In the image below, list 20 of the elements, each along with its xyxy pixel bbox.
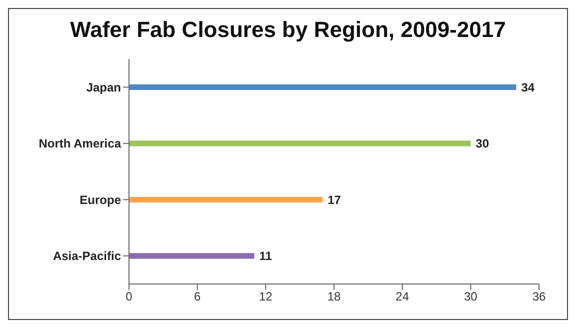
y-tick-label: Asia-Pacific	[52, 249, 122, 264]
x-tick-label: 24	[396, 290, 410, 304]
bar	[129, 196, 323, 202]
bar	[129, 84, 516, 90]
x-tick-label: 0	[126, 290, 133, 304]
bar	[129, 253, 254, 259]
x-tick-label: 6	[194, 290, 201, 304]
x-tick-label: 30	[464, 290, 478, 304]
x-tick-label: 36	[532, 290, 546, 304]
x-tick-label: 12	[258, 290, 273, 304]
x-tick-label: 18	[327, 290, 341, 304]
y-tick-label: North America	[38, 136, 122, 151]
data-label: 34	[521, 80, 535, 94]
data-label: 11	[259, 249, 272, 264]
data-label: 17	[328, 192, 342, 207]
bar	[129, 140, 471, 146]
data-label: 30	[476, 136, 490, 151]
chart-title: Wafer Fab Closures by Region, 2009-2017	[69, 16, 507, 44]
y-tick-label: Europe	[80, 192, 122, 207]
y-tick-label: Japan	[86, 80, 121, 94]
